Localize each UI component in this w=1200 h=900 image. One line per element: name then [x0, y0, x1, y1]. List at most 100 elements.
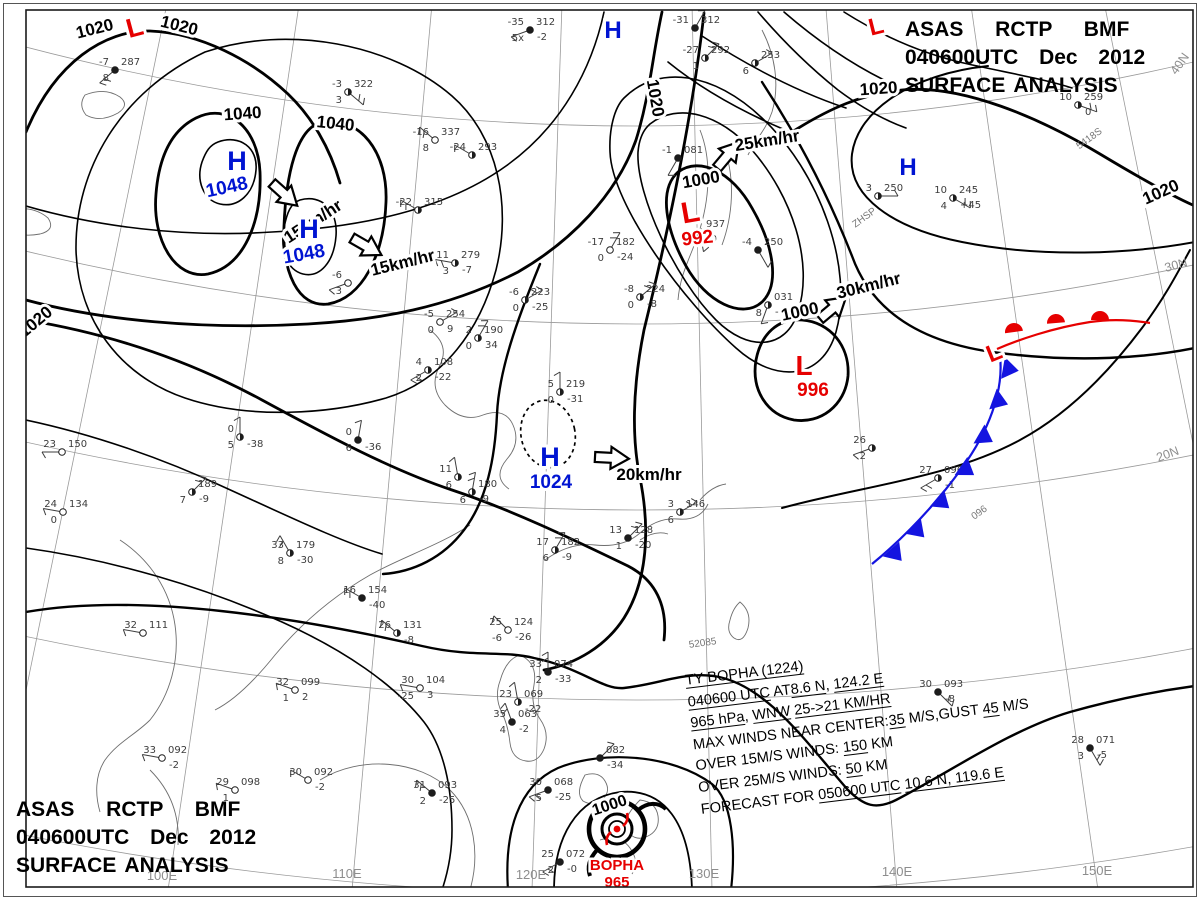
typhoon-info-segment: KM: [860, 756, 889, 776]
station-value: -17: [588, 237, 604, 248]
station-plot: 0 -38 5: [228, 416, 263, 451]
meridian-line: [825, 10, 898, 887]
station-value: 4: [416, 357, 422, 368]
station-value: 25: [541, 849, 554, 860]
station-value: 23: [499, 689, 512, 700]
station-value: 7: [180, 495, 186, 506]
station-circle: [291, 686, 299, 694]
station-plot: 30 092 -2: [289, 767, 333, 793]
station-plot: 5 219 -31 0: [548, 371, 585, 406]
isobar-line: [282, 119, 388, 306]
station-value: 8: [103, 73, 109, 84]
wind-barb-shaft: [1080, 105, 1097, 113]
wind-barb-tick: [500, 702, 506, 709]
station-plot: -22 315: [396, 197, 443, 214]
coastline: [579, 773, 608, 804]
wind-barb-tick: [767, 260, 772, 268]
product-datetime-line: 040600UTC Dec 2012: [16, 826, 257, 849]
station-value: 16: [343, 585, 356, 596]
station-value: -0: [775, 307, 785, 318]
station-plot: 26 131 -8: [378, 619, 422, 646]
typhoon-spiral-arm-ne: [636, 801, 668, 812]
wind-barb-tick: [380, 620, 383, 628]
station-value: -31: [567, 394, 583, 405]
wind-barb-tick: [215, 783, 218, 791]
wind-barb-shaft: [142, 754, 160, 758]
wind-barb-shaft: [1091, 750, 1101, 766]
station-value: 259: [1084, 92, 1103, 103]
isobar-line: [154, 111, 262, 276]
wind-barb-tick: [276, 535, 281, 543]
station-value: 4: [941, 201, 947, 212]
station-circle-half: [518, 698, 522, 706]
product-datetime-line: 040600UTC Dec 2012: [905, 46, 1146, 69]
wind-barb-shaft: [759, 252, 769, 268]
wind-barb-tick: [685, 501, 693, 506]
wind-barb-tick: [418, 127, 421, 135]
station-plot: 3 250: [866, 183, 903, 200]
coastline: [214, 524, 471, 711]
station-plot: 13 128 -20 1: [609, 521, 653, 552]
station-value: 1: [693, 61, 699, 72]
station-value: 254: [446, 309, 465, 320]
station-circle-half: [240, 433, 244, 441]
station-value: 082: [606, 745, 625, 756]
map-frame: [25, 9, 1194, 888]
station-circle-half: [472, 151, 476, 159]
isobar-line: [609, 76, 842, 373]
wind-barb-tick: [275, 683, 278, 691]
station-value: 131: [403, 620, 422, 631]
station-value: 33: [529, 659, 542, 670]
wind-barb-tick: [440, 260, 445, 268]
station-value: 25: [489, 617, 502, 628]
station-value: 093: [438, 780, 457, 791]
station-value: 937: [706, 219, 725, 230]
isobar-line: [26, 318, 667, 642]
station-value: 068: [554, 777, 573, 788]
title-block-bottom-left: ASAS RCTP BMF 040600UTC Dec 2012 SURFACE…: [16, 796, 256, 880]
station-value: 5: [536, 793, 542, 804]
isobar-line: [26, 29, 342, 185]
wind-barb-tick: [199, 475, 207, 479]
station-value: 099: [301, 677, 320, 688]
station-value: 096: [944, 465, 963, 476]
station-value: 34: [485, 340, 498, 351]
station-value: 134: [69, 499, 88, 510]
station-value: 150: [68, 439, 87, 450]
station-value: 30: [401, 675, 414, 686]
isobar-line: [26, 603, 1193, 807]
station-value: 0: [628, 300, 634, 311]
station-plot: 29 098 1: [215, 777, 260, 804]
high-center-letter: H: [604, 17, 621, 44]
wind-barb-shaft: [611, 232, 621, 248]
station-circle: [934, 688, 942, 696]
coastline: [747, 29, 777, 156]
station-value: 32: [276, 677, 289, 688]
station-value: -0: [567, 864, 577, 875]
isobar-value-label: 1020: [15, 302, 56, 341]
wind-barb-tick: [510, 36, 517, 42]
warm-front-pip: [1047, 314, 1065, 324]
station-plot: 937 -0 7: [688, 219, 725, 253]
station-value: 1: [616, 541, 622, 552]
typhoon-info-segment: AT: [769, 681, 792, 701]
typhoon-symbol: 1000 BOPHA 965: [586, 789, 668, 887]
typhoon-info-segment: 150: [842, 737, 869, 757]
isobar-line: [701, 35, 847, 109]
station-value: -22: [435, 372, 451, 383]
station-value: 312: [701, 15, 720, 26]
motion-arrow: [711, 140, 741, 173]
station-value: 182: [616, 237, 635, 248]
wind-barb-tick: [399, 684, 404, 692]
station-value: 32: [124, 620, 137, 631]
wind-barb-shaft: [529, 790, 546, 798]
station-circle: [428, 789, 436, 797]
station-circle: [139, 629, 147, 637]
station-value: 182: [561, 537, 580, 548]
station-value: 074: [554, 659, 573, 670]
motion-arrow: [267, 177, 299, 208]
wind-barb-shaft: [629, 523, 643, 537]
cold-front-line: [871, 355, 1002, 565]
station-value: 2: [466, 325, 472, 336]
